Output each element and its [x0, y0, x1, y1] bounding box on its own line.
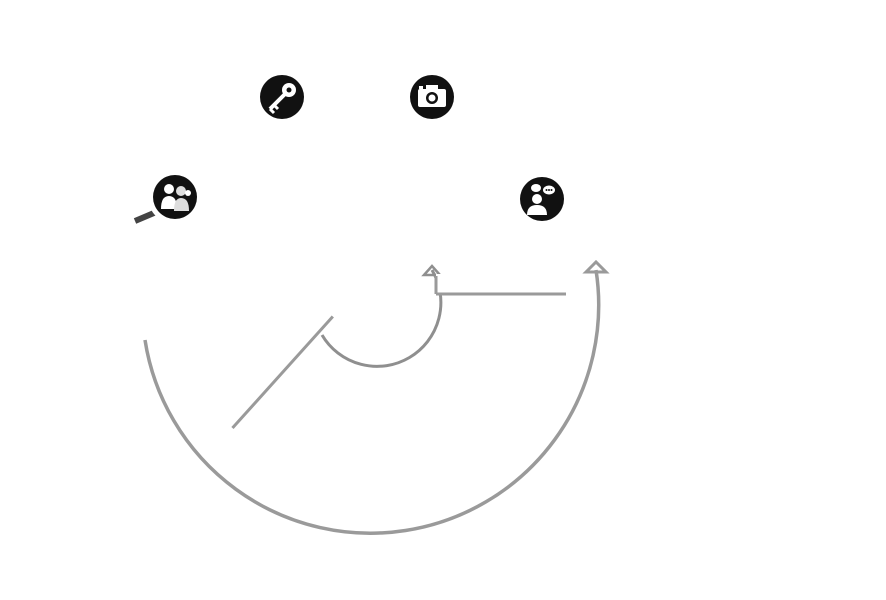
search-people-icon — [133, 170, 202, 224]
stream-arrowhead-inner — [421, 264, 443, 277]
activities-label-group — [231, 315, 334, 430]
stream-arrow-outer — [143, 269, 601, 535]
chat-people-icon — [515, 172, 569, 226]
stream-arrowhead-outer — [582, 259, 610, 274]
activities-label-line — [231, 315, 334, 430]
key-icon — [255, 70, 309, 124]
camera-icon — [405, 70, 459, 124]
stream-arrow-inner — [320, 269, 443, 368]
stream-label-box — [436, 274, 564, 294]
